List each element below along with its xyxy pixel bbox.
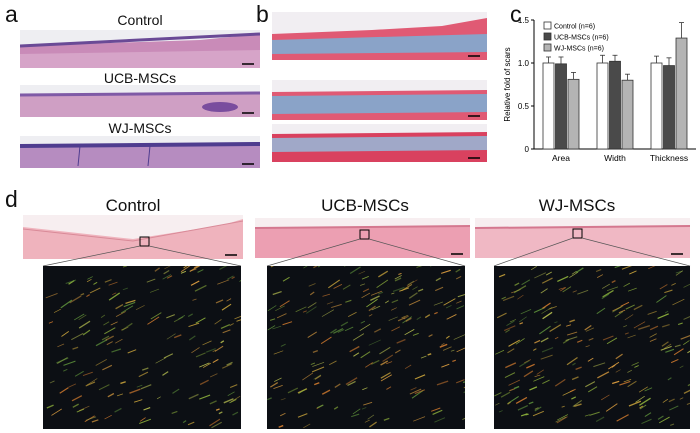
y-tick-label: 0.5: [518, 102, 530, 111]
y-tick-label: 1.0: [518, 59, 530, 68]
legend-label: Control (n=6): [554, 24, 595, 31]
panel-d-label-control: Control: [105, 196, 161, 215]
picrosirius-section-control: [23, 215, 243, 259]
panel-a-label-ucb: UCB-MSCs: [103, 70, 177, 86]
he-section-control: [20, 30, 260, 68]
legend-label: UCB-MSCs (n=6): [554, 35, 609, 42]
polarized-image-control: [43, 266, 241, 429]
polarized-image-wj: [494, 266, 690, 429]
panel-d-label-wj: WJ-MSCs: [538, 196, 616, 215]
panel-d-label-ucb: UCB-MSCs: [321, 196, 409, 215]
x-tick-label: Width: [604, 153, 626, 163]
y-tick-label: 0: [525, 145, 530, 154]
legend-swatch: [543, 21, 552, 30]
masson-section-wj: [272, 124, 487, 162]
legend-swatch: [543, 43, 552, 52]
he-section-wj: [20, 136, 260, 168]
y-tick-label: 1.5: [518, 16, 530, 25]
panel-label-a: a: [5, 1, 18, 27]
masson-section-control: [272, 12, 487, 60]
legend-swatch: [543, 32, 552, 41]
x-tick-label: Thickness: [650, 153, 688, 163]
scar-bar-chart: 0 0.5 1.0 1.5 Relative fold of scars Area Widt…: [503, 16, 696, 163]
he-section-ucb: [20, 85, 260, 117]
y-axis-label: Relative fold of scars: [503, 47, 512, 121]
panel-label-b: b: [256, 1, 269, 27]
picrosirius-section-ucb: [255, 218, 470, 258]
panel-a-label-control: Control: [117, 12, 163, 28]
panel-label-c: c: [510, 1, 522, 27]
panel-label-d: d: [5, 186, 18, 212]
panel-a-label-wj: WJ-MSCs: [108, 120, 172, 136]
polarized-image-ucb: [267, 266, 465, 429]
masson-section-ucb: [272, 80, 487, 120]
x-tick-label: Area: [552, 153, 570, 163]
legend-label: WJ-MSCs (n=6): [554, 46, 604, 53]
